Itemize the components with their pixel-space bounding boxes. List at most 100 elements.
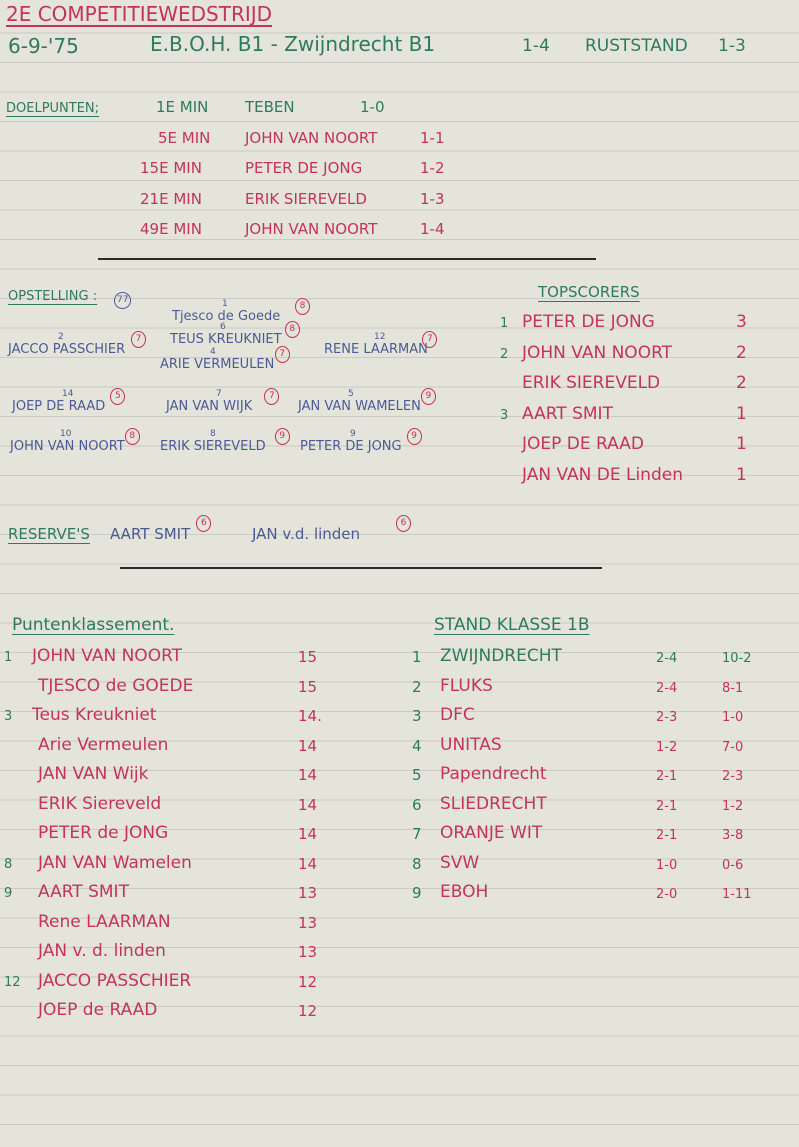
lineup-player-number: 4 [210, 347, 216, 357]
standings-record: 2-1 [656, 828, 678, 843]
standings-goals: 1-2 [722, 798, 744, 814]
lineup-player-number: 7 [216, 389, 222, 399]
player-rating-badge: 7 [264, 388, 280, 405]
lineup-player-number: 2 [58, 332, 64, 342]
standings-team: FLUKS [440, 675, 493, 696]
player-rating-badge: 9 [274, 428, 290, 445]
lineup-player-name: JACCO PASSCHIER [8, 342, 126, 357]
goal-scorer: TEBEN [245, 98, 295, 116]
topscorer-name: JOEP DE RAAD [522, 434, 644, 454]
standings-rank: 5 [412, 766, 422, 784]
standings-team: SLIEDRECHT [440, 793, 547, 814]
player-rating-badge: 5 [110, 388, 126, 405]
lineup-player-name: JOEP DE RAAD [12, 399, 106, 414]
topscorer-goals: 2 [736, 373, 747, 393]
lineup-player-number: 12 [374, 332, 386, 342]
topscorer-goals: 1 [736, 464, 747, 485]
standings-team: ORANJE WIT [440, 823, 543, 843]
divider [98, 258, 596, 260]
standings-record: 2-4 [656, 651, 678, 666]
points-player-name: JOEP de RAAD [38, 1000, 158, 1020]
lineup-player-name: JAN VAN WAMELEN [298, 399, 421, 414]
topscorer-rank: 2 [500, 346, 509, 362]
points-player-name: ERIK Siereveld [38, 793, 162, 814]
points-value: 15 [298, 677, 318, 696]
standings-rank: 2 [412, 677, 422, 696]
goal-minute: 21E MIN [140, 189, 202, 208]
goal-minute: 5E MIN [158, 128, 211, 147]
points-value: 15 [298, 648, 318, 666]
points-value: 14 [298, 736, 318, 755]
player-rating-badge: 8 [284, 321, 300, 338]
match-teams: E.B.O.H. B1 - Zwijndrecht B1 [150, 32, 436, 56]
standings-goals: 2-3 [722, 769, 744, 784]
points-player-name: Arie Vermeulen [38, 734, 169, 755]
standings-goals: 8-1 [722, 680, 744, 696]
points-player-name: JOHN VAN NOORT [32, 646, 183, 666]
goal-scorer: JOHN VAN NOORT [245, 128, 378, 147]
goal-minute: 1E MIN [156, 98, 209, 116]
standings-goals: 7-0 [722, 739, 744, 755]
lineup-player-number: 10 [60, 429, 72, 439]
points-value: 13 [298, 913, 318, 932]
player-rating-badge: 9 [406, 428, 422, 445]
goal-minute: 15E MIN [140, 159, 202, 177]
lineup-player-name: TEUS KREUKNIET [170, 332, 282, 347]
points-value: 14. [298, 707, 322, 725]
topscorer-rank: 3 [500, 407, 509, 423]
topscorer-name: JOHN VAN NOORT [522, 342, 673, 363]
lineup-player-number: 5 [348, 389, 354, 399]
lineup-player-name: JAN VAN WIJK [166, 399, 253, 414]
standings-goals: 10-2 [722, 651, 752, 666]
halftime-label: RUSTSTAND [585, 36, 688, 56]
player-rating-badge: 7 [274, 346, 290, 363]
points-player-name: JAN VAN Wamelen [38, 852, 192, 873]
standings-goals: 3-8 [722, 828, 744, 843]
player-rating-badge: 6 [396, 515, 411, 532]
lineup-player-name: PETER DE JONG [300, 439, 402, 454]
standings-team: EBOH [440, 882, 489, 902]
player-rating-badge: 8 [295, 298, 310, 315]
standings-goals: 0-6 [722, 857, 744, 873]
points-player-name: TJESCO de GOEDE [38, 675, 194, 696]
points-value: 14 [298, 854, 318, 873]
lineup-total-rating: 77 [114, 292, 132, 309]
lineup-player-number: 8 [210, 429, 216, 439]
topscorer-goals: 3 [736, 312, 747, 332]
goal-score: 1-1 [420, 128, 445, 147]
points-player-name: JAN v. d. linden [38, 941, 166, 961]
standings-team: UNITAS [440, 734, 502, 755]
lineup-player-number: 6 [220, 322, 226, 332]
standings-team: SVW [440, 852, 480, 873]
points-player-name: JAN VAN Wijk [38, 764, 149, 784]
player-rating-badge: 9 [421, 388, 436, 405]
topscorer-name: ERIK SIEREVELD [522, 373, 661, 393]
topscorer-name: JAN VAN DE Linden [522, 464, 683, 485]
standings-rank: 9 [412, 884, 422, 902]
topscorers-label: TOPSCORERS [538, 283, 640, 301]
points-rank: 8 [4, 856, 13, 872]
goal-score: 1-4 [420, 220, 445, 238]
standings-goals: 1-0 [722, 710, 744, 725]
points-value: 12 [298, 972, 318, 991]
topscorer-name: PETER DE JONG [522, 312, 655, 332]
lineup-player-name: Tjesco de Goede [172, 309, 281, 324]
lineup-player-number: 1 [222, 299, 228, 309]
topscorer-name: AART SMIT [522, 403, 613, 424]
standings-rank: 6 [412, 795, 422, 814]
standings-record: 1-2 [656, 739, 678, 755]
points-player-name: AART SMIT [38, 882, 129, 902]
reserve-player-name: JAN v.d. linden [252, 525, 361, 543]
final-score: 1-4 [522, 36, 550, 56]
standings-record: 1-0 [656, 857, 678, 873]
standings-rank: 7 [412, 825, 422, 843]
lineup-player-name: RENE LAARMAN [324, 342, 428, 357]
lineup-player-number: 9 [350, 429, 356, 439]
points-player-name: PETER de JONG [38, 823, 169, 843]
standings-record: 2-1 [656, 769, 678, 784]
player-rating-badge: 7 [422, 331, 438, 348]
standings-rank: 8 [412, 854, 422, 873]
lineup-player-name: JOHN VAN NOORT [10, 439, 125, 454]
standings-record: 2-4 [656, 680, 678, 696]
